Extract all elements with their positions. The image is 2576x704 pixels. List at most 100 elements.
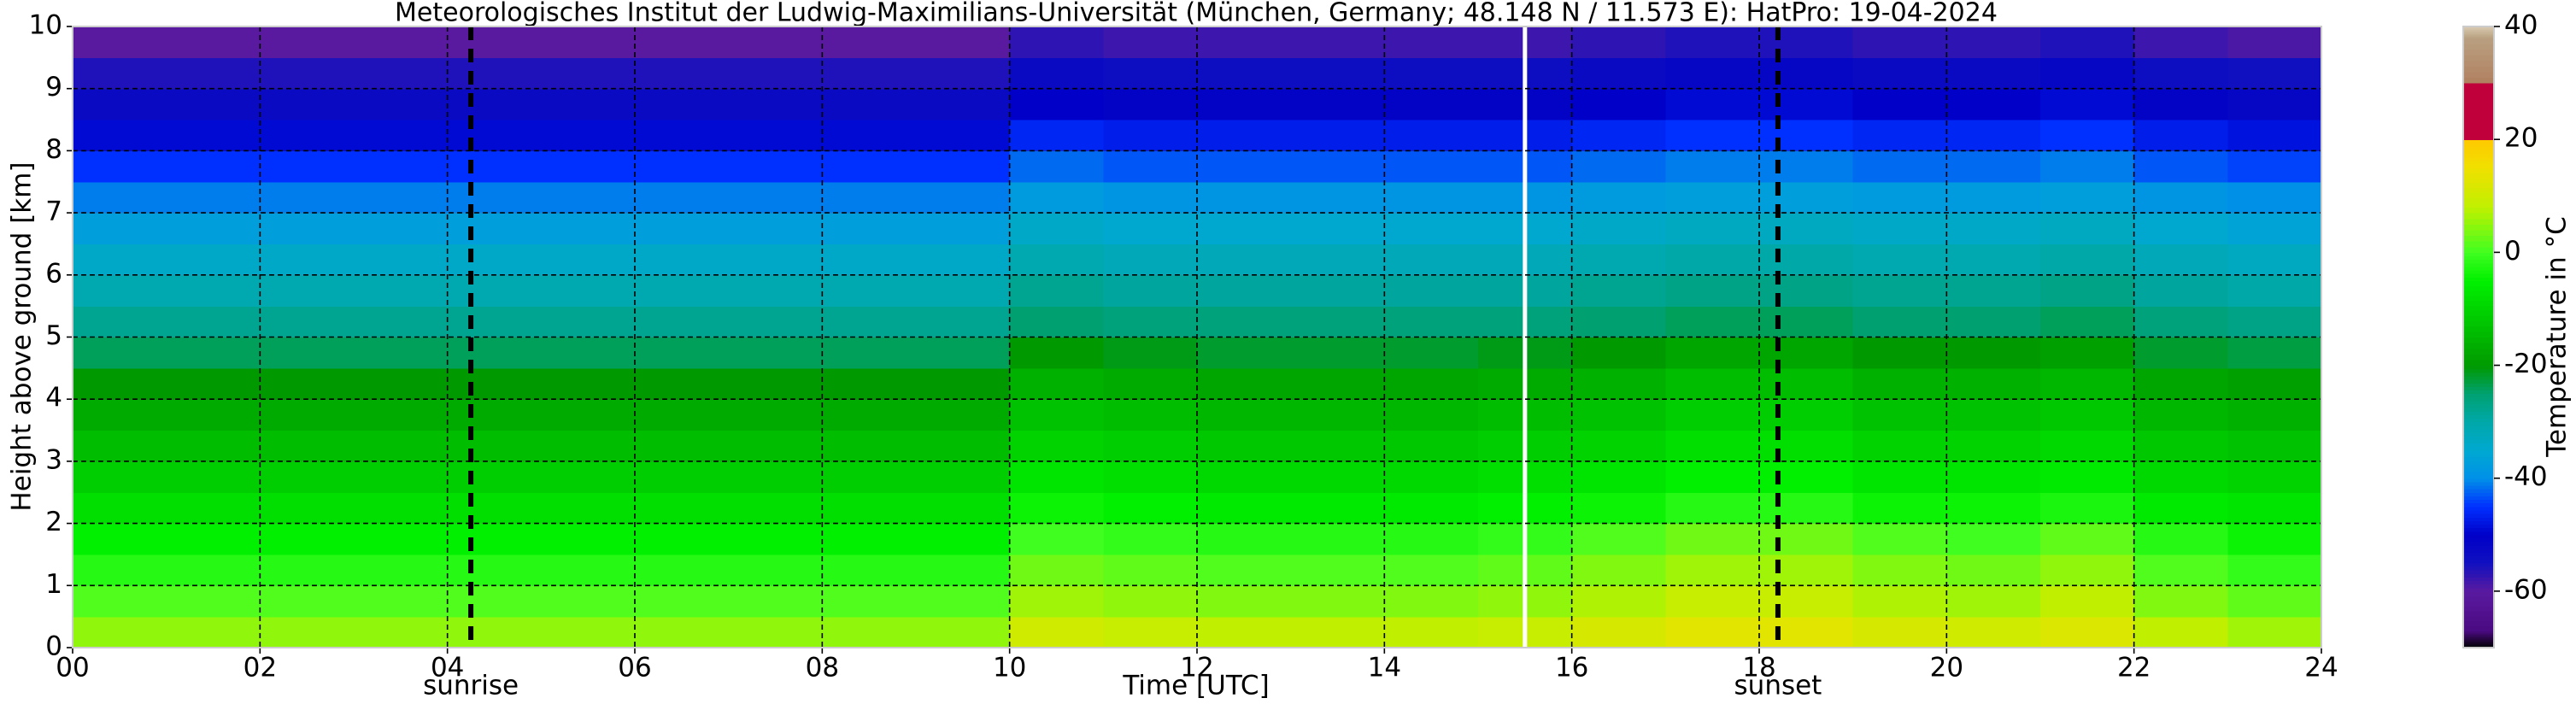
heat-cell [1665, 523, 1760, 555]
heat-cell [1009, 399, 1104, 431]
heat-cell [2227, 461, 2322, 493]
colorbar-segment [2463, 580, 2494, 585]
colorbar-segment [2463, 103, 2494, 112]
y-tick-label: 0 [45, 631, 62, 662]
heat-cell [1103, 88, 1198, 120]
heat-cell [166, 150, 261, 183]
heat-cell [635, 213, 730, 245]
heat-cell [1103, 492, 1198, 525]
heat-cell [447, 523, 542, 555]
heat-cell [822, 337, 917, 369]
heat-cell [1665, 461, 1760, 493]
heat-cell [635, 88, 730, 120]
heat-cell [1852, 26, 1947, 58]
colorbar-segment [2463, 566, 2494, 571]
heat-cell [541, 337, 636, 369]
heat-cell [2227, 57, 2322, 90]
heat-cell [1852, 213, 1947, 245]
heat-cell [447, 554, 542, 586]
heat-cell [2227, 337, 2322, 369]
heat-cell [541, 181, 636, 214]
heat-cell [2040, 243, 2135, 276]
colorbar-segment [2463, 259, 2494, 264]
heat-cell [166, 585, 261, 618]
heat-cell [2227, 367, 2322, 400]
heat-cell [1290, 585, 1385, 618]
heat-cell [2040, 523, 2135, 555]
heat-cell [166, 213, 261, 245]
heat-cell [1571, 492, 1666, 525]
colorbar-segment [2463, 562, 2494, 567]
heat-cell [1384, 88, 1479, 120]
heat-cell [1009, 26, 1104, 58]
y-tick-label: 4 [45, 383, 62, 414]
heat-cell [260, 430, 355, 462]
heat-cell [2227, 554, 2322, 586]
heat-cell [1197, 243, 1292, 276]
heat-cell [1384, 523, 1479, 555]
heat-cell [1009, 337, 1104, 369]
heat-cell [541, 616, 636, 648]
heat-cell [260, 243, 355, 276]
heat-cell [1384, 150, 1479, 183]
heat-cell [728, 399, 823, 431]
colorbar-segment [2463, 570, 2494, 574]
heat-cell [635, 57, 730, 90]
colorbar-segment [2463, 118, 2494, 126]
x-tick-label: 22 [2117, 653, 2151, 683]
colorbar-segment [2463, 241, 2494, 248]
heat-cell [2227, 120, 2322, 151]
heat-cell [166, 120, 261, 151]
colorbar-segment [2463, 379, 2494, 384]
heat-cell [1665, 430, 1760, 462]
heat-cell [635, 150, 730, 183]
heat-cell [916, 306, 1011, 338]
heat-cell [1103, 616, 1198, 648]
y-tick-label: 7 [45, 197, 62, 227]
heat-cell [1103, 120, 1198, 151]
colorbar-segment [2463, 273, 2494, 278]
colorbar-segment [2463, 418, 2494, 423]
colorbar-segment [2463, 489, 2494, 493]
heat-cell [728, 461, 823, 493]
colorbar-segment [2463, 432, 2494, 437]
heat-cell [916, 243, 1011, 276]
heat-cell [1009, 120, 1104, 151]
heat-cell [1946, 181, 2041, 214]
heat-cell [447, 57, 542, 90]
heat-cell [447, 492, 542, 525]
heat-cell [1665, 337, 1760, 369]
colorbar-segment [2463, 537, 2494, 543]
heat-cell [73, 337, 167, 369]
colorbar-segment [2463, 29, 2494, 32]
colorbar-segment [2463, 439, 2494, 444]
colorbar-segment [2463, 77, 2494, 84]
heat-cell [1946, 492, 2041, 525]
heat-cell [1290, 616, 1385, 648]
y-tick-label: 2 [45, 507, 62, 537]
heat-cell [2040, 585, 2135, 618]
heat-cell [1197, 492, 1292, 525]
colorbar-segment [2463, 337, 2494, 343]
colorbar-segment [2463, 481, 2494, 486]
heat-cell [1384, 274, 1479, 307]
heat-cell [447, 461, 542, 493]
y-tick-label: 10 [29, 10, 62, 41]
heat-cell [1197, 26, 1292, 58]
colorbar-segment [2463, 559, 2494, 564]
heat-cell [1759, 554, 1854, 586]
heat-cell [1665, 150, 1760, 183]
heat-cell [1665, 26, 1760, 58]
heat-cell [1946, 150, 2041, 183]
heat-cell [73, 554, 167, 586]
heat-cell [635, 120, 730, 151]
heat-cell [260, 213, 355, 245]
heat-cell [2227, 243, 2322, 276]
heat-cell [354, 120, 449, 151]
colorbar-segment [2463, 33, 2494, 36]
heat-cell [916, 120, 1011, 151]
heat-cell [822, 367, 917, 400]
colorbar-segment [2463, 143, 2494, 148]
colorbar-segment [2463, 408, 2494, 412]
heat-cell [1009, 430, 1104, 462]
